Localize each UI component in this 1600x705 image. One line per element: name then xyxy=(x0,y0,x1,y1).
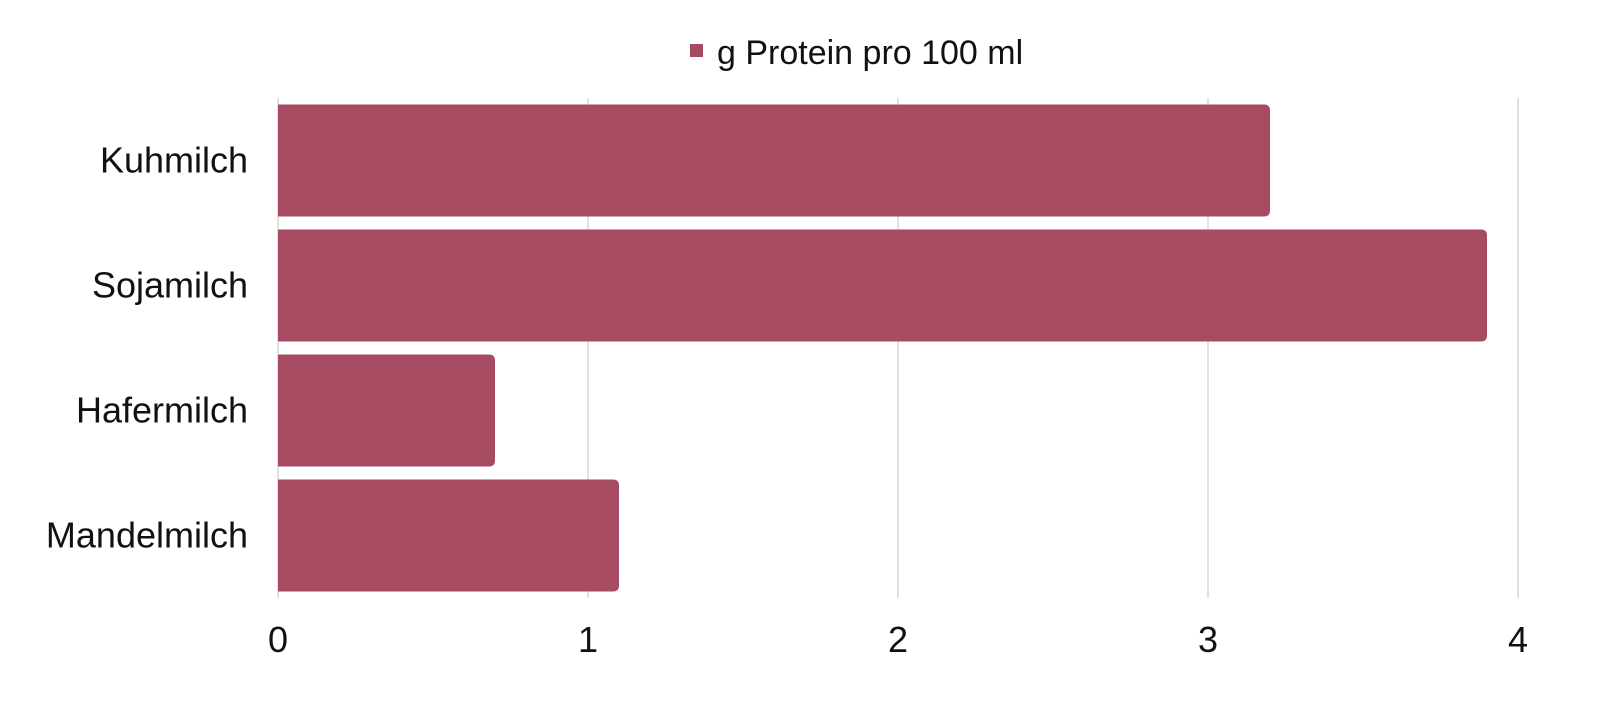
category-label-kuhmilch: Kuhmilch xyxy=(100,140,248,181)
x-tick-label-1: 1 xyxy=(578,619,598,660)
x-axis-tick-labels: 0 1 2 3 4 xyxy=(268,619,1528,660)
x-tick-label-2: 2 xyxy=(888,619,908,660)
x-tick-label-0: 0 xyxy=(268,619,288,660)
legend-label: g Protein pro 100 ml xyxy=(717,34,1023,72)
x-tick-label-3: 3 xyxy=(1198,619,1218,660)
legend-swatch xyxy=(690,44,703,57)
category-label-hafermilch: Hafermilch xyxy=(76,390,248,431)
bar-hafermilch xyxy=(278,354,495,467)
bars xyxy=(278,104,1487,592)
legend: g Protein pro 100 ml xyxy=(690,34,1023,72)
bar-mandelmilch xyxy=(278,479,619,592)
category-label-mandelmilch: Mandelmilch xyxy=(46,515,248,556)
category-label-sojamilch: Sojamilch xyxy=(92,265,248,306)
bar-kuhmilch xyxy=(278,104,1270,217)
x-tick-label-4: 4 xyxy=(1508,619,1528,660)
bar-sojamilch xyxy=(278,229,1487,342)
category-labels: Kuhmilch Sojamilch Hafermilch Mandelmilch xyxy=(46,140,248,556)
